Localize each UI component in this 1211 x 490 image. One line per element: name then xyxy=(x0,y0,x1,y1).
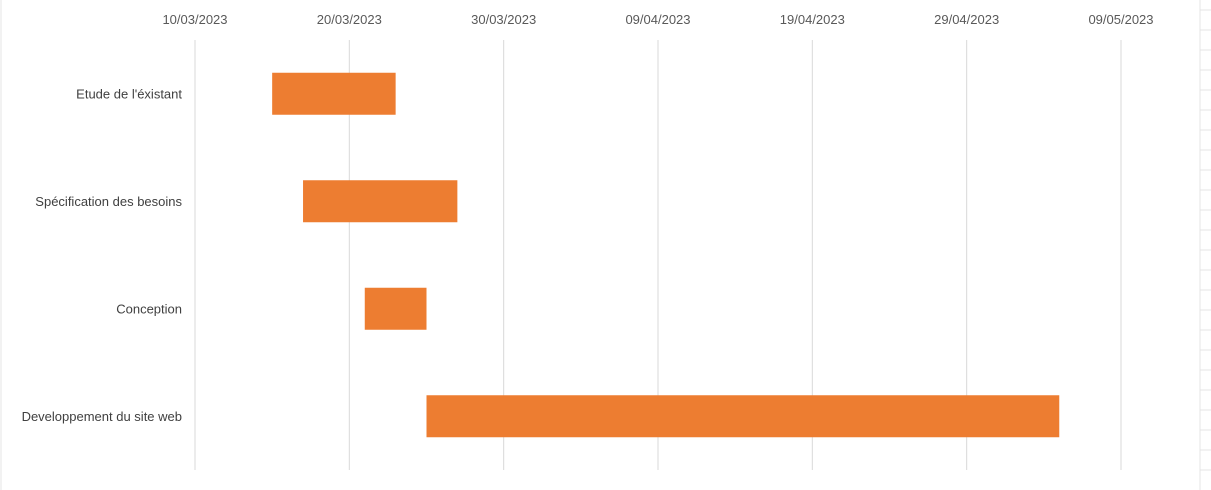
task-bar xyxy=(303,180,458,223)
x-tick-label: 10/03/2023 xyxy=(162,12,227,27)
x-axis-tick-labels: 10/03/2023 20/03/2023 30/03/2023 09/04/2023… xyxy=(162,12,1153,27)
task-bar xyxy=(272,72,396,115)
x-tick-label: 20/03/2023 xyxy=(317,12,382,27)
task-label: Developpement du site web xyxy=(22,409,182,424)
task-bar xyxy=(364,287,427,330)
task-bar xyxy=(426,395,1060,438)
x-tick-label: 30/03/2023 xyxy=(471,12,536,27)
task-label: Etude de l'éxistant xyxy=(76,86,182,101)
task-label: Spécification des besoins xyxy=(35,194,182,209)
task-bars xyxy=(272,72,1060,438)
x-tick-label: 09/05/2023 xyxy=(1088,12,1153,27)
x-tick-label: 29/04/2023 xyxy=(934,12,999,27)
task-labels: Etude de l'éxistant Spécification des bes… xyxy=(22,86,183,424)
x-tick-label: 19/04/2023 xyxy=(780,12,845,27)
task-label: Conception xyxy=(116,301,182,316)
x-tick-label: 09/04/2023 xyxy=(625,12,690,27)
